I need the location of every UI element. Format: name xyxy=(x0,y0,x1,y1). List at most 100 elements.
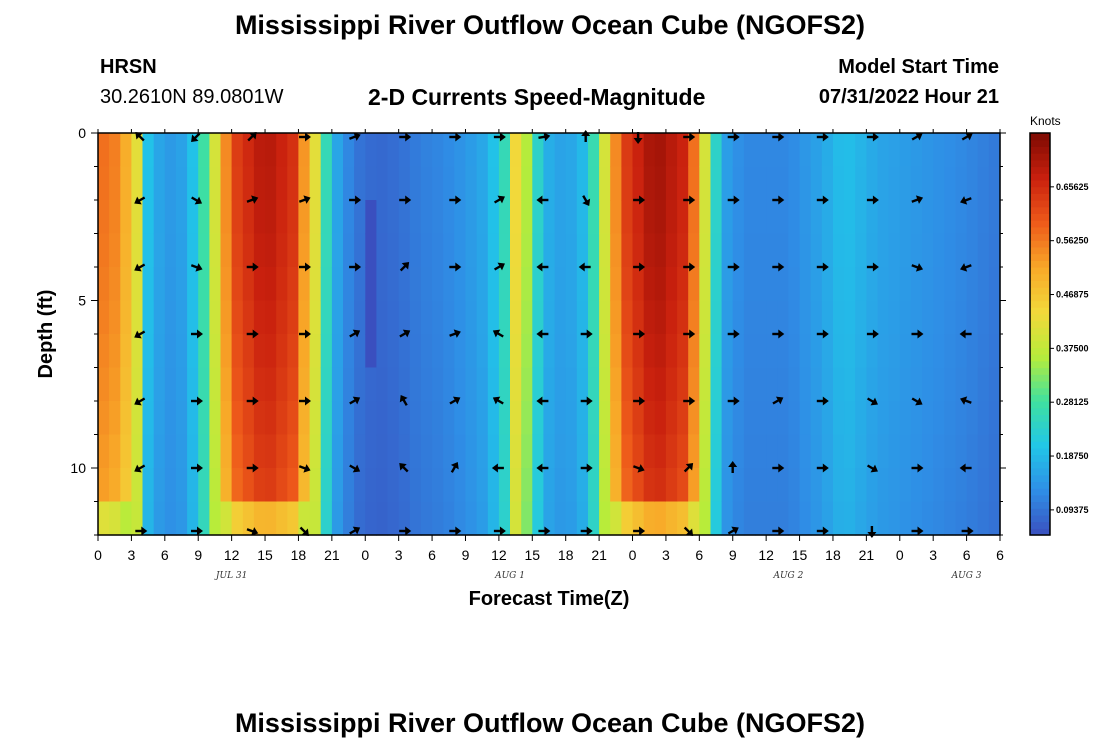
heatmap-cell xyxy=(265,300,277,335)
current-vector xyxy=(960,396,972,405)
current-vector-head xyxy=(915,195,924,204)
heatmap-cell xyxy=(376,166,389,201)
current-vector-head xyxy=(639,329,646,339)
current-vector-head xyxy=(778,132,785,142)
heatmap-cell xyxy=(532,133,544,168)
current-vector-head xyxy=(252,262,259,272)
current-vector-head xyxy=(352,464,361,473)
heatmap-cell xyxy=(699,233,711,268)
current-vector-head xyxy=(536,463,543,473)
current-vector-head xyxy=(822,195,829,205)
heatmap-cell xyxy=(521,166,533,201)
heatmap-cell xyxy=(565,468,578,503)
heatmap-cell xyxy=(343,334,355,369)
heatmap-cell xyxy=(443,200,455,235)
current-vector xyxy=(246,396,259,406)
current-vector xyxy=(580,396,593,406)
heatmap-cell xyxy=(454,267,466,302)
heatmap-cell xyxy=(98,133,110,168)
heatmap-cell xyxy=(443,468,455,503)
heatmap-cell xyxy=(665,334,678,369)
heatmap-cell xyxy=(788,367,801,402)
current-vector xyxy=(580,463,593,473)
heatmap-cell xyxy=(354,166,366,201)
heatmap-cell xyxy=(877,200,890,235)
heatmap-cell xyxy=(120,468,132,503)
current-vector xyxy=(866,195,879,205)
heatmap-cell xyxy=(888,233,901,268)
heatmap-cell xyxy=(710,434,723,469)
heatmap-cell xyxy=(922,267,934,302)
heatmap-cell xyxy=(231,434,244,469)
current-vector xyxy=(727,526,739,535)
heatmap-cell xyxy=(599,468,611,503)
heatmap-cell xyxy=(320,233,333,268)
heatmap-cell xyxy=(732,133,745,168)
heatmap-cell xyxy=(331,166,344,201)
heatmap-cell xyxy=(933,133,945,168)
heatmap-cell xyxy=(365,267,377,302)
heatmap-cell xyxy=(955,434,968,469)
heatmap-cell xyxy=(710,267,723,302)
current-vector xyxy=(191,396,203,406)
heatmap-cell xyxy=(833,166,845,201)
heatmap-cell xyxy=(610,166,622,201)
heatmap-cell xyxy=(220,300,233,335)
heatmap-cell xyxy=(320,166,333,201)
y-axis-title: Depth (ft) xyxy=(35,290,57,379)
heatmap-cell xyxy=(487,267,500,302)
heatmap-cell xyxy=(677,133,689,168)
heatmap-cell xyxy=(521,434,533,469)
heatmap-cell xyxy=(565,367,578,402)
heatmap-cell xyxy=(888,434,901,469)
heatmap-cell xyxy=(387,200,400,235)
heatmap-cell xyxy=(699,468,711,503)
heatmap-cell xyxy=(844,334,856,369)
colorbar-swatch xyxy=(1030,267,1050,275)
heatmap-cell xyxy=(677,468,689,503)
heatmap-cell xyxy=(565,501,578,536)
heatmap-cell xyxy=(699,334,711,369)
heatmap-cell xyxy=(287,267,299,302)
heatmap-cell xyxy=(153,200,166,235)
heatmap-cell xyxy=(677,166,689,201)
heatmap-cell xyxy=(565,166,578,201)
heatmap-cell xyxy=(699,367,711,402)
heatmap-cell xyxy=(164,434,177,469)
heatmap-cell xyxy=(109,233,121,268)
heatmap-cell xyxy=(844,300,856,335)
colorbar-swatch xyxy=(1030,387,1050,395)
heatmap-cell xyxy=(677,267,689,302)
current-vector-head xyxy=(305,262,311,272)
current-vector xyxy=(399,329,411,338)
heatmap-cell xyxy=(131,233,144,268)
current-vector-head xyxy=(197,329,203,339)
current-vector-head xyxy=(639,195,646,205)
current-vector-head xyxy=(305,396,311,406)
heatmap-cell xyxy=(354,233,366,268)
heatmap-cell xyxy=(888,300,901,335)
heatmap-cell xyxy=(933,401,945,436)
heatmap-cell xyxy=(743,133,756,168)
heatmap-cell xyxy=(409,233,422,268)
current-vector-head xyxy=(689,132,696,142)
heatmap-cell xyxy=(98,233,110,268)
heatmap-cell xyxy=(677,300,689,335)
heatmap-cell xyxy=(576,267,589,302)
heatmap-cell xyxy=(933,501,945,536)
heatmap-cell xyxy=(632,367,645,402)
heatmap-cell xyxy=(465,200,478,235)
heatmap-cell xyxy=(866,133,879,168)
heatmap-cell xyxy=(420,200,433,235)
current-vector xyxy=(911,132,923,141)
heatmap-cell xyxy=(476,434,489,469)
heatmap-cell xyxy=(844,200,856,235)
heatmap-cell xyxy=(398,401,411,436)
heatmap-cell xyxy=(476,501,489,536)
heatmap-cell xyxy=(487,133,500,168)
heatmap-cell xyxy=(955,300,968,335)
heatmap-cell xyxy=(966,401,979,436)
current-vector xyxy=(866,262,879,272)
heatmap-cell xyxy=(354,300,366,335)
heatmap-cell xyxy=(988,133,1001,168)
